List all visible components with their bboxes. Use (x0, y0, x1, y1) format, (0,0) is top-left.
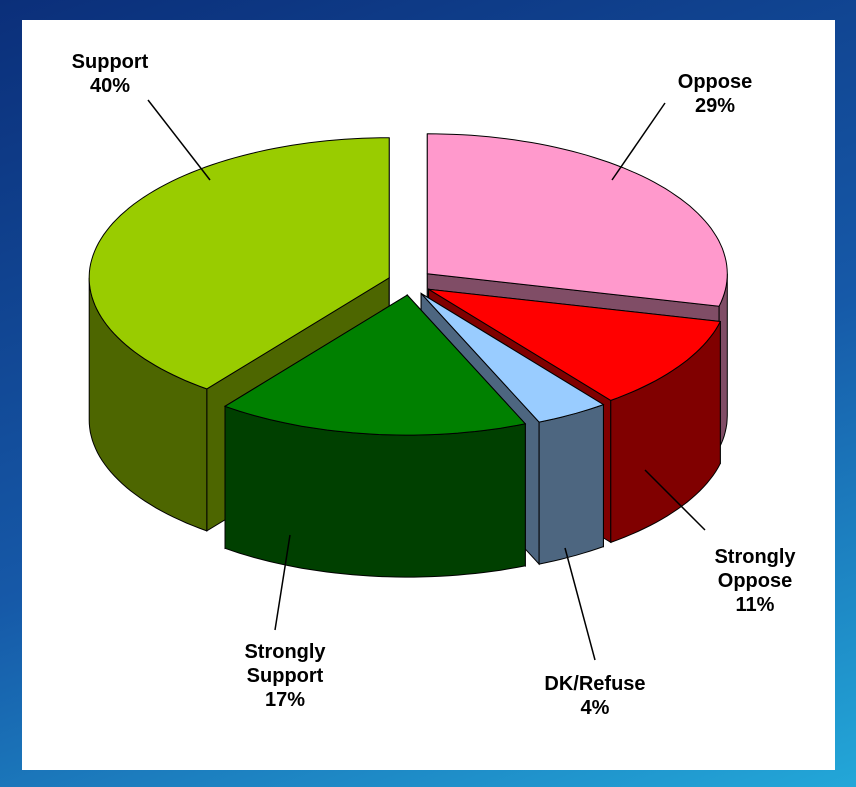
category-label: Strongly Oppose (714, 546, 796, 592)
slice-top (420, 292, 605, 423)
slice-top (88, 137, 390, 390)
value-label: 17% (264, 689, 306, 711)
slice-outer-wall (538, 403, 604, 565)
category-label: DK/Refuse (544, 673, 646, 695)
category-label: Oppose (677, 71, 753, 93)
value-label: 4% (580, 697, 610, 719)
leader-line (644, 469, 706, 531)
slice-top (426, 133, 728, 307)
slice-label: Oppose 29% (650, 70, 780, 118)
leader-line (274, 534, 291, 631)
category-label: Strongly Support (244, 641, 326, 687)
slice-label: Strongly Oppose 11% (700, 545, 810, 617)
slice-label: Support 40% (45, 50, 175, 98)
slice-top (223, 294, 527, 436)
slice-label: DK/Refuse 4% (530, 672, 660, 720)
slice-top (428, 288, 722, 401)
value-label: 29% (694, 95, 736, 117)
value-label: 11% (735, 594, 775, 616)
pie-slice (223, 293, 527, 578)
leader-line (147, 99, 211, 181)
slice-label: Strongly Support 17% (230, 640, 340, 712)
value-label: 40% (89, 75, 131, 97)
category-label: Support (71, 51, 149, 73)
leader-line (611, 102, 666, 181)
leader-line (564, 547, 596, 661)
